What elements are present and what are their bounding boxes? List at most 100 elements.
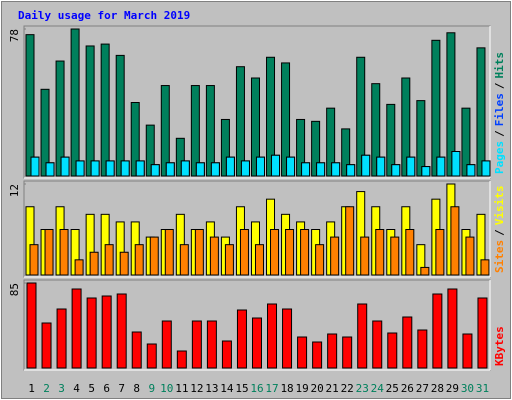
bar — [360, 236, 370, 276]
bar — [405, 229, 415, 276]
x-tick-label: 12 — [190, 382, 203, 395]
legend-separator: / — [493, 229, 506, 236]
bar — [421, 166, 431, 177]
x-tick-label: 23 — [356, 382, 369, 395]
bar — [375, 229, 385, 276]
bar — [44, 229, 54, 276]
bar — [30, 156, 40, 177]
x-tick-label: 19 — [295, 382, 308, 395]
bar — [165, 162, 175, 177]
bar — [26, 282, 37, 369]
x-tick-label: 28 — [431, 382, 444, 395]
bar — [239, 229, 249, 276]
legend-entry: Files — [493, 93, 506, 126]
bar — [255, 156, 265, 177]
x-tick-label: 11 — [175, 382, 188, 395]
bar — [462, 333, 473, 369]
x-tick-label: 1 — [28, 382, 35, 395]
bar — [432, 293, 443, 369]
bar — [481, 160, 491, 177]
x-tick-label: 8 — [133, 382, 140, 395]
bar — [210, 162, 220, 177]
bar — [346, 164, 356, 177]
bar — [361, 154, 371, 177]
bar — [175, 137, 185, 177]
bar — [386, 103, 396, 177]
bar — [406, 156, 416, 177]
bar — [225, 156, 235, 177]
bar — [376, 156, 386, 177]
bar — [450, 206, 460, 276]
bar — [297, 336, 308, 369]
bar — [220, 118, 230, 177]
bar — [435, 229, 445, 276]
bar — [221, 340, 232, 369]
x-tick-label: 6 — [103, 382, 110, 395]
bar — [75, 160, 85, 177]
bar — [41, 322, 52, 369]
x-tick-label: 3 — [58, 382, 65, 395]
bar — [480, 259, 490, 276]
bar — [209, 236, 219, 276]
bar — [85, 45, 95, 177]
bar — [116, 293, 127, 369]
bar — [25, 34, 35, 177]
bar — [387, 332, 398, 369]
bar — [119, 251, 129, 276]
legend: Pages / Files / Hits — [493, 52, 506, 174]
bar — [326, 107, 336, 177]
bar — [100, 43, 110, 177]
bar — [56, 308, 67, 369]
x-tick-label: 15 — [235, 382, 248, 395]
bar — [130, 102, 140, 177]
bar — [86, 297, 97, 369]
bar — [89, 251, 99, 276]
legend-entry: KBytes — [493, 326, 506, 366]
x-tick-label: 2 — [43, 382, 50, 395]
bar — [311, 120, 321, 177]
bar — [55, 60, 65, 177]
bar — [270, 229, 280, 276]
bar — [300, 229, 310, 276]
bar — [345, 206, 355, 276]
y-tick-label: 85 — [8, 283, 21, 296]
bar — [401, 77, 411, 177]
x-tick-label: 27 — [416, 382, 429, 395]
x-tick-label: 5 — [88, 382, 95, 395]
bar — [371, 83, 381, 177]
bar — [271, 154, 281, 177]
legend-separator: / — [493, 82, 506, 89]
bar — [267, 303, 278, 369]
legend: KBytes — [493, 326, 506, 366]
bar — [285, 229, 295, 276]
x-tick-label: 31 — [476, 382, 489, 395]
bar — [461, 107, 471, 177]
bar — [416, 100, 426, 177]
x-tick-label: 14 — [220, 382, 234, 395]
bar — [131, 331, 142, 369]
bar — [134, 244, 144, 276]
bar — [417, 329, 428, 369]
bar — [60, 156, 70, 177]
bar — [194, 229, 204, 276]
bar — [59, 229, 69, 276]
bar — [341, 128, 351, 177]
x-tick-label: 17 — [265, 382, 278, 395]
bar — [356, 56, 366, 177]
bar — [70, 28, 80, 177]
bar — [240, 160, 250, 177]
bar — [286, 156, 296, 177]
bar — [254, 244, 264, 276]
bar — [420, 266, 430, 276]
bar — [251, 317, 262, 369]
bar — [477, 297, 488, 369]
bar — [104, 244, 114, 276]
legend-separator: / — [493, 130, 506, 137]
bar — [120, 160, 130, 177]
bar — [282, 308, 293, 369]
legend-entry: Sites — [493, 240, 506, 273]
bar — [115, 54, 125, 177]
x-tick-label: 18 — [280, 382, 293, 395]
x-tick-label: 26 — [401, 382, 414, 395]
